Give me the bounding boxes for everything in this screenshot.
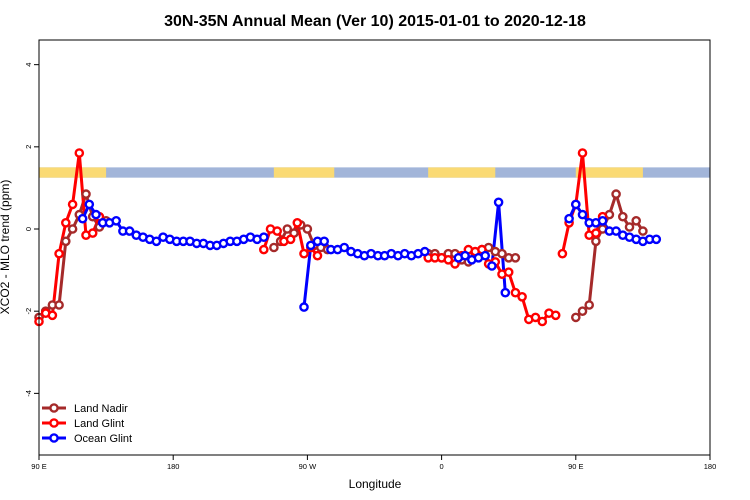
plot-lines (37, 151, 657, 323)
land-glint-point (312, 250, 323, 261)
land-glint-point (47, 310, 58, 321)
legend: Land Nadir Land Glint Ocean Glint (42, 403, 132, 445)
legend-marker-land-nadir (49, 403, 59, 413)
legend-marker-land-glint (49, 418, 59, 428)
land-glint-point (272, 226, 283, 236)
ocean-glint-point (305, 240, 316, 251)
x-axis-label: Longitude (349, 477, 402, 491)
ocean-glint-point (151, 236, 162, 247)
land-nadir-point (584, 300, 595, 310)
x-tick-label: 90 E (31, 462, 46, 471)
ocean-glint-point (493, 197, 504, 208)
land-band-segment (428, 167, 496, 178)
ocean-band (39, 167, 710, 178)
x-tick-label: 90 E (568, 462, 583, 471)
ocean-glint-point (258, 232, 269, 242)
land-glint-point (557, 248, 568, 259)
land-glint-point (517, 291, 527, 302)
land-glint-point (67, 199, 78, 210)
land-nadir-point (302, 224, 313, 234)
ocean-glint-point (571, 199, 581, 210)
legend-label-land-nadir: Land Nadir (74, 403, 128, 415)
x-tick-label: 0 (440, 462, 444, 471)
y-tick-label: 2 (24, 145, 33, 149)
x-tick-label: 90 W (299, 462, 317, 471)
ocean-glint-point (651, 234, 662, 245)
ocean-glint-point (577, 209, 588, 220)
legend-label-ocean-glint: Ocean Glint (74, 433, 132, 445)
ocean-glint-point (84, 199, 95, 210)
ocean-glint-point (460, 250, 470, 261)
y-tick-label: 0 (24, 227, 33, 231)
x-tick-label: 180 (167, 462, 180, 471)
land-band-segment (39, 167, 107, 178)
plot-points (34, 148, 662, 327)
land-nadir-point (282, 224, 293, 234)
land-glint-point (503, 267, 514, 278)
land-nadir-point (618, 211, 628, 222)
land-nadir-point (81, 189, 91, 199)
ocean-glint-point (487, 261, 497, 271)
land-glint-point (285, 234, 296, 245)
ocean-glint-point (500, 287, 511, 298)
ocean-glint-point (299, 302, 309, 312)
land-glint-point (258, 244, 269, 255)
ocean-glint-point (111, 215, 121, 226)
ocean-glint-point (597, 215, 608, 226)
ocean-glint-point (319, 236, 330, 247)
ocean-glint-point (339, 242, 350, 253)
land-band-segment (575, 167, 643, 178)
land-glint-point (537, 316, 548, 327)
x-tick-label: 180 (704, 462, 717, 471)
y-tick-label: -4 (24, 390, 33, 397)
land-glint-point (550, 310, 561, 321)
plot-frame (38, 39, 711, 456)
ocean-glint-point (480, 250, 491, 261)
land-nadir-point (638, 226, 648, 236)
ocean-glint-point (611, 226, 621, 236)
ocean-glint-point (77, 213, 88, 224)
land-nadir-point (497, 248, 507, 259)
ocean-glint-point (564, 213, 574, 224)
land-nadir-point (269, 242, 279, 253)
land-glint-point (591, 228, 601, 238)
y-tick-label: -2 (24, 308, 33, 315)
land-glint-point (299, 248, 309, 259)
land-glint-point (577, 148, 588, 158)
y-axis-label: XCO2 - MLO trend (ppm) (0, 180, 12, 315)
land-nadir-point (61, 236, 71, 247)
land-nadir-point (54, 300, 64, 310)
land-ocean-band (39, 167, 710, 178)
legend-label-land-glint: Land Glint (74, 418, 124, 430)
land-nadir-point (611, 189, 621, 199)
ocean-glint-point (124, 226, 135, 236)
ocean-glint-point (91, 209, 101, 220)
land-glint-point (530, 312, 541, 323)
y-tick-label: 4 (24, 63, 33, 67)
land-band-segment (273, 167, 335, 178)
land-nadir-point (577, 306, 588, 317)
legend-marker-ocean-glint (49, 433, 59, 443)
ocean-glint-point (419, 246, 430, 257)
land-nadir-point (624, 222, 635, 232)
land-nadir-point (591, 236, 601, 247)
y-axis: -4 -2 0 2 4 (24, 63, 39, 397)
land-glint-point (292, 217, 303, 228)
x-axis: 90 E 180 90 W 0 90 E 180 (31, 455, 716, 471)
land-glint-point (74, 148, 85, 158)
land-nadir-point (631, 215, 642, 226)
land-glint-point (54, 248, 64, 259)
land-glint-point (443, 254, 454, 265)
land-nadir-point (571, 312, 581, 323)
land-glint-point (510, 287, 521, 298)
land-glint-point (61, 217, 71, 228)
chart-title: 30N-35N Annual Mean (Ver 10) 2015-01-01 … (164, 13, 586, 30)
land-nadir-point (67, 224, 78, 234)
land-glint-point (87, 228, 98, 238)
land-nadir-point (510, 252, 521, 263)
